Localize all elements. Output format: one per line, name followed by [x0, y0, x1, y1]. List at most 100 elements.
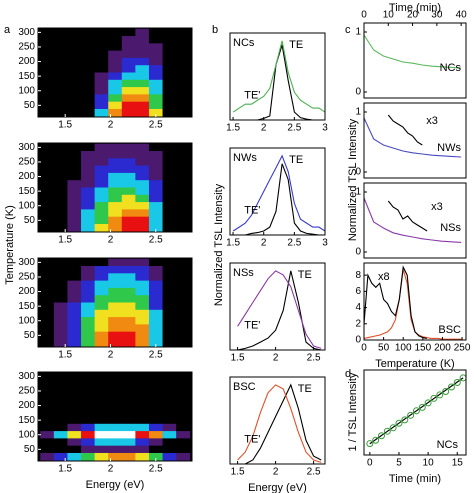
- y-tick-label: 250: [18, 386, 35, 397]
- heatmap-cell: [135, 409, 150, 417]
- heatmap-cell: [40, 372, 55, 381]
- y-tick-label: 50: [24, 330, 36, 341]
- heatmap-cell: [121, 372, 136, 381]
- heatmap-cell: [81, 50, 96, 59]
- heatmap-cell: [135, 209, 150, 218]
- heatmap-cell: [53, 202, 68, 210]
- heatmap-cell: [81, 194, 96, 203]
- plot-background: [230, 148, 325, 235]
- x-axis-label: Time (min): [389, 2, 441, 14]
- x-tick-label: 1.5: [231, 353, 245, 364]
- y-axis-label: Normalized TSL Intensity: [347, 118, 359, 241]
- plot: [38, 372, 192, 461]
- heatmap-cell: [148, 223, 163, 232]
- heatmap-cell: [94, 287, 109, 296]
- heatmap-cell: [162, 302, 177, 311]
- heatmap-cell: [162, 409, 177, 417]
- y-tick-label: 100: [18, 429, 35, 440]
- heatmap-cell: [162, 223, 177, 232]
- heatmap-cell: [176, 28, 191, 37]
- heatmap-cell: [94, 108, 109, 117]
- y-tick-label: 150: [18, 71, 35, 82]
- heatmap-cell: [67, 216, 82, 225]
- heatmap-cell: [176, 309, 191, 318]
- heatmap-cell: [81, 401, 96, 410]
- heatmap-cell: [108, 158, 123, 167]
- heatmap-cell: [67, 452, 82, 461]
- heatmap-cell: [67, 295, 82, 303]
- y-tick-label: 250: [18, 42, 35, 53]
- heatmap-cell: [53, 324, 68, 333]
- heatmap-cell: [135, 79, 150, 88]
- heatmap-cell: [53, 295, 68, 303]
- plot-background: [230, 263, 325, 350]
- heatmap-cell: [94, 273, 109, 282]
- heatmap-cell: [176, 295, 191, 303]
- heatmap-cell: [108, 431, 123, 439]
- heatmap-cell: [81, 423, 96, 432]
- heatmap-cell: [67, 151, 82, 159]
- heatmap-cell: [121, 409, 136, 417]
- heatmap-cell: [176, 416, 191, 425]
- heatmap-cell: [121, 187, 136, 196]
- heatmap-cell: [94, 258, 109, 267]
- plot: [364, 103, 466, 178]
- data-line: [232, 154, 325, 232]
- heatmap-cell: [40, 452, 55, 461]
- heatmap-cell: [176, 43, 191, 52]
- heatmap-cell: [121, 202, 136, 210]
- heatmap-cell: [67, 273, 82, 282]
- y-tick-label: 0: [355, 167, 361, 178]
- heatmap-cell: [40, 57, 55, 66]
- heatmap-cell: [108, 151, 123, 159]
- heatmap-cell: [176, 324, 191, 333]
- heatmap-cell: [81, 36, 96, 44]
- plot-frame: [229, 147, 326, 236]
- heatmap-cell: [81, 143, 96, 152]
- plot: [364, 370, 466, 455]
- data-point: [447, 383, 455, 391]
- heatmap-cell: [108, 317, 123, 325]
- heatmap-cell: [121, 223, 136, 232]
- heatmap-cell: [135, 65, 150, 73]
- heatmap-cell: [67, 258, 82, 267]
- heatmap-cell: [67, 380, 82, 388]
- heatmap-cell: [53, 438, 68, 447]
- heatmap-cell: [40, 143, 55, 152]
- heatmap-cell: [108, 423, 123, 432]
- heatmap-cell: [81, 108, 96, 117]
- data-line: [237, 384, 322, 463]
- heatmap-cell: [81, 101, 96, 110]
- chart-label: NCs: [440, 62, 462, 74]
- plot-frame: [363, 22, 467, 99]
- heatmap-cell: [148, 445, 163, 454]
- heatmap-cell: [81, 416, 96, 425]
- data-point: [459, 374, 466, 382]
- heatmap-cell: [148, 452, 163, 461]
- heatmap-cell: [108, 28, 123, 37]
- heatmap-cell: [108, 180, 123, 188]
- heatmap-cell: [135, 28, 150, 37]
- x-tick-label: 200: [434, 343, 451, 354]
- heatmap-cell: [40, 165, 55, 174]
- heatmap-cell: [121, 209, 136, 218]
- heatmap-cell: [67, 43, 82, 52]
- data-line: [364, 34, 462, 69]
- heatmap-cell: [162, 57, 177, 66]
- heatmap-cell: [121, 309, 136, 318]
- data-line: [237, 270, 322, 349]
- heatmap-cell: [162, 165, 177, 174]
- heatmap-cell: [148, 50, 163, 59]
- heatmap-cell: [94, 372, 109, 381]
- heatmap-cell: [176, 172, 191, 181]
- heatmap-cell: [53, 43, 68, 52]
- heatmap-cell: [135, 280, 150, 289]
- y-axis-label: Temperature (K): [4, 205, 16, 284]
- plot-frame: [37, 142, 193, 233]
- heatmap-cell: [53, 87, 68, 95]
- chart-label: NCs: [167, 33, 189, 45]
- heatmap-cell: [135, 216, 150, 225]
- heatmap-cell: [135, 445, 150, 454]
- heatmap-cell: [53, 209, 68, 218]
- x-tick-label: 2: [273, 467, 279, 478]
